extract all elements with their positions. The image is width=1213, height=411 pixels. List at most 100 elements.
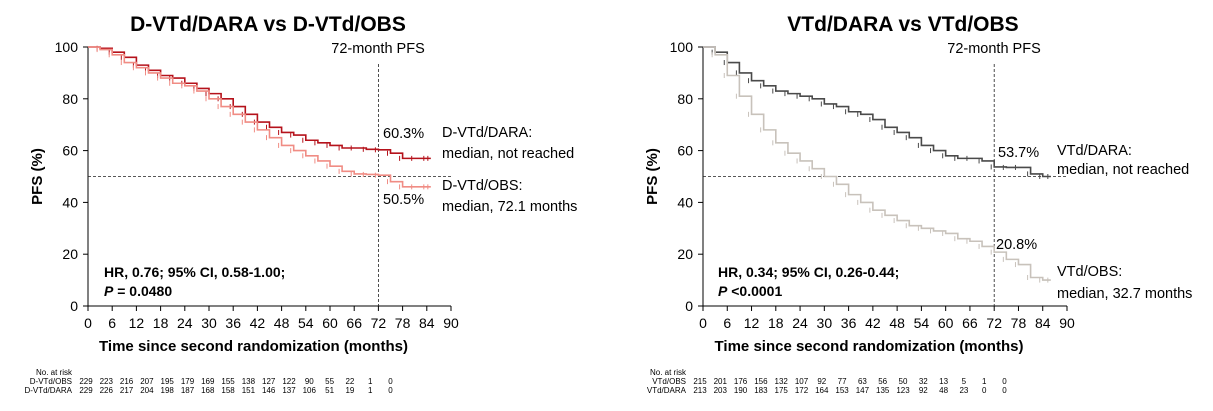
risk-count: 156: [754, 377, 768, 386]
y-tick-label: 0: [685, 298, 693, 314]
risk-count: 190: [734, 386, 748, 395]
x-tick-label: 36: [225, 315, 241, 331]
risk-count: 198: [161, 386, 175, 395]
landmark-value-label: 60.3%: [383, 126, 424, 142]
x-tick-label: 0: [84, 315, 92, 331]
y-axis-label: PFS (%): [644, 148, 661, 205]
landmark-value-label: 20.8%: [996, 237, 1037, 253]
risk-count: 90: [305, 377, 314, 386]
x-tick-label: 48: [889, 315, 905, 331]
risk-count: 0: [1002, 386, 1007, 395]
x-tick-label: 54: [914, 315, 930, 331]
risk-count: 176: [734, 377, 748, 386]
km-curve-vtd-dara: [703, 46, 1051, 178]
series-legend-name: D-VTd/DARA:: [442, 125, 532, 141]
risk-count: 155: [221, 377, 235, 386]
p-value: <0.0001: [727, 283, 782, 299]
risk-count: 175: [775, 386, 789, 395]
risk-count: 63: [858, 377, 867, 386]
risk-count: 187: [181, 386, 195, 395]
hazard-ratio-text: HR, 0.76; 95% CI, 0.58-1.00;: [104, 264, 285, 280]
risk-count: 169: [201, 377, 215, 386]
risk-count: 164: [815, 386, 829, 395]
y-tick-label: 0: [70, 298, 78, 314]
x-tick-label: 48: [274, 315, 290, 331]
x-tick-label: 42: [865, 315, 881, 331]
y-tick-label: 20: [62, 246, 78, 262]
x-tick-label: 84: [1035, 315, 1051, 331]
series-legend-name: D-VTd/OBS:: [442, 178, 523, 194]
risk-count: 106: [303, 386, 317, 395]
x-tick-label: 24: [792, 315, 808, 331]
risk-count: 195: [161, 377, 175, 386]
risk-count: 147: [856, 386, 870, 395]
risk-count: 48: [939, 386, 948, 395]
series-legend-name: VTd/DARA:: [1057, 143, 1132, 159]
landmark-value-label: 53.7%: [998, 145, 1039, 161]
x-tick-label: 0: [699, 315, 707, 331]
risk-count: 203: [714, 386, 728, 395]
risk-count: 146: [262, 386, 276, 395]
chart-title: D-VTd/DARA vs D-VTd/OBS: [130, 13, 406, 36]
hazard-ratio-text: HR, 0.34; 95% CI, 0.26-0.44;: [718, 264, 899, 280]
series-legend-median: median, 32.7 months: [1057, 286, 1192, 302]
p-label: P: [718, 283, 728, 299]
risk-count: 207: [140, 377, 154, 386]
risk-table-header: No. at risk: [36, 368, 73, 377]
landmark-label: 72-month PFS: [331, 41, 425, 57]
p-value: = 0.0480: [113, 283, 172, 299]
risk-count: 123: [896, 386, 910, 395]
p-value-text: P = 0.0480: [104, 283, 172, 299]
risk-count: 5: [962, 377, 967, 386]
landmark-value-label: 50.5%: [383, 192, 424, 208]
x-axis-label: Time since second randomization (months): [99, 338, 408, 355]
series-legend-median: median, 72.1 months: [442, 199, 577, 215]
y-tick-label: 60: [677, 143, 693, 159]
y-tick-label: 80: [62, 91, 78, 107]
y-tick-label: 100: [670, 39, 694, 55]
risk-table-header: No. at risk: [650, 368, 687, 377]
risk-count: 127: [262, 377, 276, 386]
x-tick-label: 6: [723, 315, 731, 331]
x-tick-label: 12: [744, 315, 760, 331]
x-tick-label: 60: [938, 315, 954, 331]
risk-count: 153: [835, 386, 849, 395]
x-tick-label: 66: [962, 315, 978, 331]
x-tick-label: 42: [250, 315, 266, 331]
risk-count: 172: [795, 386, 809, 395]
x-tick-label: 60: [322, 315, 338, 331]
risk-row-label: D-VTd/DARA: [24, 386, 72, 395]
series-legend-name: VTd/OBS:: [1057, 264, 1122, 280]
risk-count: 0: [1002, 377, 1007, 386]
risk-count: 226: [100, 386, 114, 395]
x-tick-label: 66: [346, 315, 362, 331]
risk-count: 32: [919, 377, 928, 386]
x-tick-label: 72: [371, 315, 387, 331]
x-tick-label: 90: [1059, 315, 1075, 331]
risk-count: 132: [775, 377, 789, 386]
risk-count: 168: [201, 386, 215, 395]
chart-title: VTd/DARA vs VTd/OBS: [787, 13, 1018, 36]
x-tick-label: 12: [129, 315, 145, 331]
x-tick-label: 54: [298, 315, 314, 331]
series-legend-median: median, not reached: [1057, 162, 1189, 178]
risk-row-label: VTd/OBS: [652, 377, 686, 386]
risk-count: 223: [100, 377, 114, 386]
risk-count: 51: [325, 386, 334, 395]
risk-count: 217: [120, 386, 134, 395]
series-legend-median: median, not reached: [442, 146, 574, 162]
risk-count: 1: [368, 386, 373, 395]
y-tick-label: 40: [677, 194, 693, 210]
risk-count: 135: [876, 386, 890, 395]
p-label: P: [104, 283, 114, 299]
risk-count: 137: [282, 386, 296, 395]
y-tick-label: 60: [62, 143, 78, 159]
y-tick-label: 40: [62, 194, 78, 210]
risk-count: 229: [79, 377, 93, 386]
y-tick-label: 20: [677, 246, 693, 262]
risk-count: 216: [120, 377, 134, 386]
risk-count: 213: [693, 386, 707, 395]
risk-count: 179: [181, 377, 195, 386]
